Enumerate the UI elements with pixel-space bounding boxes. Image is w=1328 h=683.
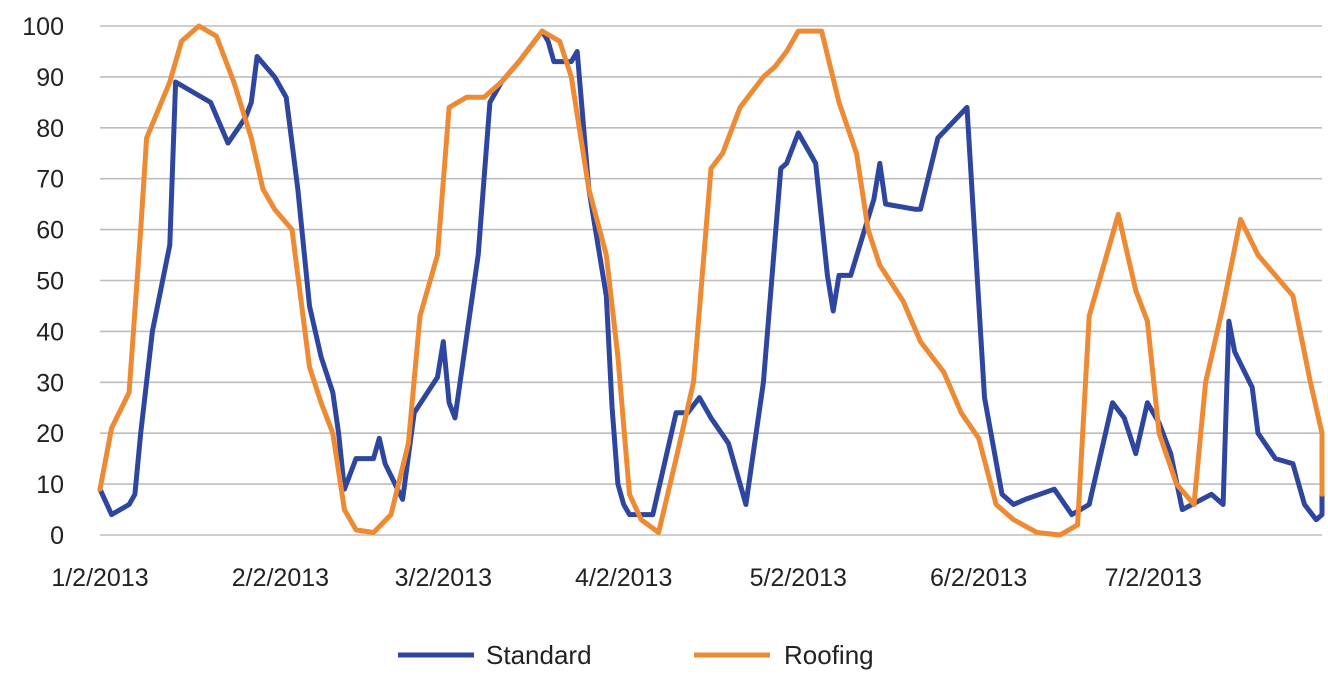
y-tick-label: 60: [36, 217, 64, 245]
grid-lines: [100, 25, 1322, 536]
y-tick-label: 30: [36, 369, 64, 397]
y-axis-tick-labels: 0 10 20 30 40 50 60 70 80 90 100: [22, 13, 64, 550]
x-tick-label: 4/2/2013: [575, 564, 672, 592]
x-tick-label: 7/2/2013: [1105, 564, 1202, 592]
series-line-standard: [97, 28, 1325, 523]
legend-label-roofing: Roofing: [784, 640, 874, 670]
y-tick-label: 70: [36, 166, 64, 194]
y-tick-label: 40: [36, 318, 64, 346]
series-lines: [97, 23, 1325, 538]
series-line-roofing: [97, 23, 1325, 538]
y-tick-label: 20: [36, 420, 64, 448]
y-tick-label: 100: [22, 13, 64, 41]
x-tick-label: 2/2/2013: [232, 564, 329, 592]
y-tick-label: 50: [36, 268, 64, 296]
x-tick-label: 6/2/2013: [930, 564, 1027, 592]
x-tick-label: 1/2/2013: [51, 564, 148, 592]
x-axis-tick-labels: 1/2/2013 2/2/2013 3/2/2013 4/2/2013 5/2/2013…: [51, 564, 1202, 592]
x-tick-label: 3/2/2013: [395, 564, 492, 592]
y-tick-label: 0: [50, 522, 64, 550]
y-tick-label: 10: [36, 471, 64, 499]
x-tick-label: 5/2/2013: [750, 564, 847, 592]
y-tick-label: 80: [36, 115, 64, 143]
legend: Standard Roofing: [398, 640, 874, 670]
legend-label-standard: Standard: [486, 640, 592, 670]
y-tick-label: 90: [36, 64, 64, 92]
